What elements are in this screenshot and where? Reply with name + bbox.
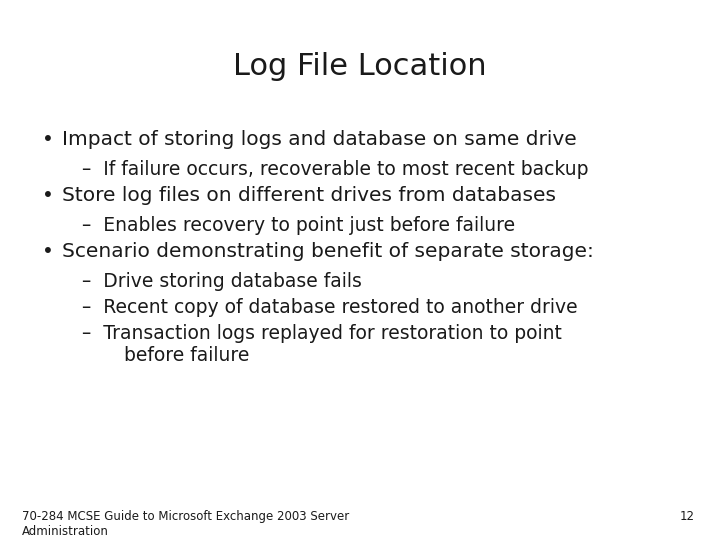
Text: Impact of storing logs and database on same drive: Impact of storing logs and database on s… <box>62 130 577 149</box>
Text: –  Transaction logs replayed for restoration to point
       before failure: – Transaction logs replayed for restorat… <box>82 324 562 365</box>
Text: –  Drive storing database fails: – Drive storing database fails <box>82 272 362 291</box>
Text: Log File Location: Log File Location <box>233 52 487 81</box>
Text: •: • <box>42 130 54 149</box>
Text: •: • <box>42 186 54 205</box>
Text: –  If failure occurs, recoverable to most recent backup: – If failure occurs, recoverable to most… <box>82 160 588 179</box>
Text: Scenario demonstrating benefit of separate storage:: Scenario demonstrating benefit of separa… <box>62 242 594 261</box>
Text: •: • <box>42 242 54 261</box>
Text: –  Enables recovery to point just before failure: – Enables recovery to point just before … <box>82 216 515 235</box>
Text: 12: 12 <box>680 510 695 523</box>
Text: Store log files on different drives from databases: Store log files on different drives from… <box>62 186 556 205</box>
Text: –  Recent copy of database restored to another drive: – Recent copy of database restored to an… <box>82 298 577 317</box>
Text: 70-284 MCSE Guide to Microsoft Exchange 2003 Server
Administration: 70-284 MCSE Guide to Microsoft Exchange … <box>22 510 349 538</box>
